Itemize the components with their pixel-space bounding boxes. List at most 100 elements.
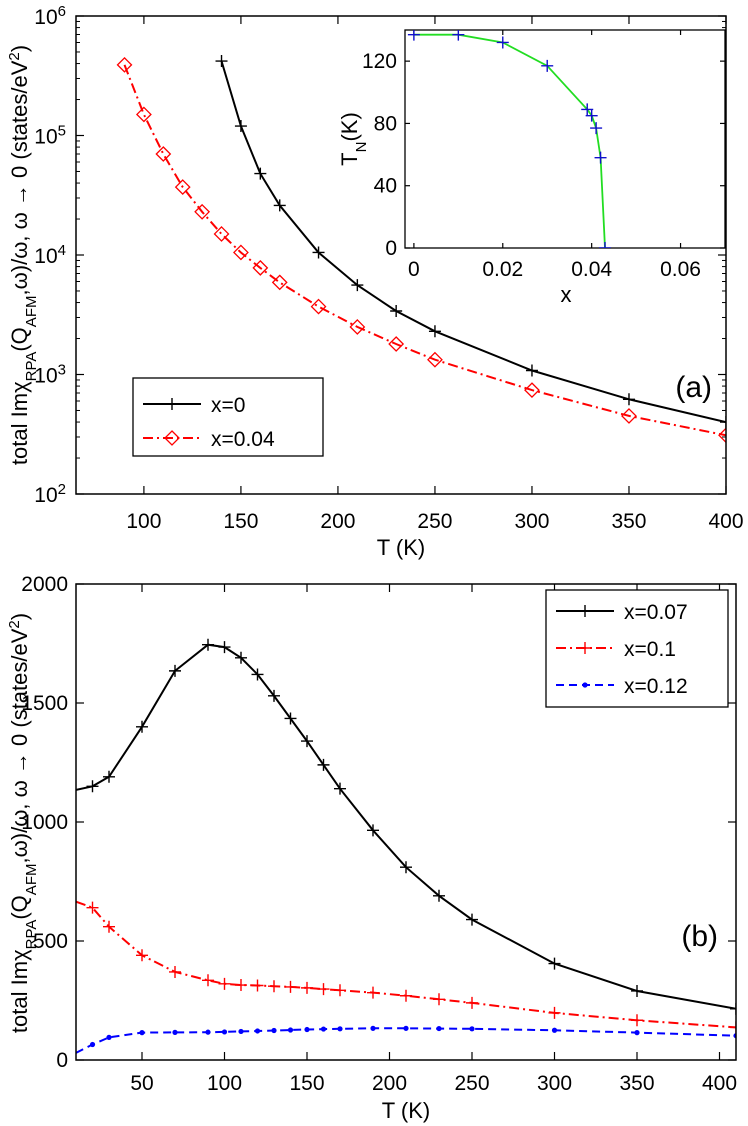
data-point: [367, 986, 379, 999]
data-point: [585, 109, 598, 122]
y-tick-label: 105: [34, 122, 66, 149]
y-tick-label: 106: [34, 3, 66, 30]
data-point: [218, 977, 231, 990]
data-point: [634, 1030, 640, 1036]
panel-b: 50 100 150 200 250 300 350 4000500100015002000 …: [6, 573, 738, 1123]
inset-series: [407, 30, 611, 248]
data-point: [235, 979, 247, 992]
y-tick-label: 120: [362, 50, 397, 73]
series-line-x=0.04: [123, 64, 726, 437]
data-point: [235, 651, 247, 664]
data-point: [525, 364, 538, 377]
data-point: [730, 1002, 736, 1015]
data-point: [541, 59, 554, 72]
data-point: [466, 913, 478, 926]
x-tick-label: 350: [619, 1072, 654, 1095]
data-point: [273, 199, 286, 212]
data-point: [390, 304, 403, 317]
x-tick-label: 100: [207, 1072, 242, 1095]
data-point: [304, 1026, 310, 1033]
data-point: [317, 983, 330, 996]
data-point: [172, 1029, 178, 1035]
data-point: [135, 106, 152, 123]
data-point: [301, 735, 313, 748]
y-tick-label: 1000: [21, 811, 68, 834]
inset-ticks: 0 0.02 0.04 0.06 0 40 80 120: [362, 30, 725, 281]
data-point: [718, 427, 726, 444]
x-tick-label: 100: [126, 510, 161, 533]
legend-marker: [582, 682, 588, 688]
data-point: [284, 980, 297, 993]
legend-label: x=0.1: [624, 638, 676, 661]
panel-b-legend: x=0.07 x=0.1 x=0.12: [545, 589, 729, 708]
inset-plot-area: [404, 29, 726, 249]
panel-b-ylabel: total ImχRPA(QAFM,ω)/ω, ω → 0 (states/eV…: [6, 613, 40, 1033]
data-point: [103, 770, 115, 783]
data-point: [234, 120, 247, 133]
data-point: [730, 1021, 736, 1034]
data-point: [136, 720, 148, 733]
panel-b-xlabel: T (K): [382, 1098, 430, 1123]
data-point: [433, 889, 445, 902]
series-line-x=0.12: [76, 1027, 736, 1054]
data-point: [233, 244, 249, 261]
data-point: [581, 103, 594, 116]
data-point: [271, 1027, 277, 1034]
panel-b-tag: (b): [681, 920, 718, 953]
data-point: [89, 1041, 96, 1048]
data-point: [205, 1029, 211, 1035]
data-point: [496, 36, 509, 49]
x-tick-label: 300: [537, 1072, 572, 1095]
panel-a-ylabel: total ImχRPA(QAFM,ω)/ω, ω → 0 (states/eV…: [6, 45, 40, 465]
data-point: [631, 1014, 643, 1027]
inset-ylabel: TN(K): [337, 112, 370, 166]
y-tick-label: 0: [385, 237, 397, 260]
data-point: [400, 989, 412, 1002]
data-point: [466, 996, 478, 1009]
data-point: [169, 664, 181, 677]
data-point: [334, 782, 346, 795]
data-point: [403, 1025, 409, 1031]
panel-b-ticks: 50 100 150 200 250 300 350 400 0 500 1000 1500 2000: [21, 573, 737, 1095]
legend-marker: [164, 430, 180, 446]
data-point: [428, 325, 441, 338]
data-point: [594, 151, 607, 164]
data-point: [254, 167, 267, 180]
data-point: [194, 203, 211, 220]
data-point: [388, 336, 405, 352]
legend-marker: [579, 642, 591, 654]
data-point: [202, 638, 214, 651]
panel-a-xlabel: T (K): [377, 535, 425, 560]
data-point: [202, 974, 214, 987]
data-point: [86, 780, 99, 793]
data-point: [524, 382, 540, 399]
data-point: [631, 984, 643, 997]
data-point: [469, 1026, 475, 1032]
data-point: [400, 861, 412, 874]
data-point: [551, 1027, 558, 1033]
x-tick-label: 0.06: [660, 258, 701, 281]
panel-a-frame: [75, 15, 727, 495]
data-point: [271, 274, 288, 291]
data-point: [351, 279, 364, 292]
data-point: [136, 949, 148, 962]
data-point: [349, 319, 366, 335]
x-tick-label: 350: [611, 510, 646, 533]
data-point: [599, 242, 611, 248]
data-point: [213, 226, 230, 242]
data-point: [284, 712, 297, 725]
data-point: [268, 980, 280, 993]
y-tick-label: 500: [33, 930, 68, 953]
legend-label: x=0.07: [624, 601, 688, 624]
data-point: [334, 984, 346, 997]
data-point: [621, 408, 637, 424]
inset: 0 0.02 0.04 0.06 0 40 80 120 x TN(K): [337, 29, 726, 307]
data-point: [86, 901, 99, 914]
data-point: [367, 824, 379, 837]
data-point: [251, 979, 264, 992]
data-point: [221, 1029, 228, 1035]
data-point: [103, 920, 115, 933]
y-tick-label: 104: [34, 242, 66, 269]
